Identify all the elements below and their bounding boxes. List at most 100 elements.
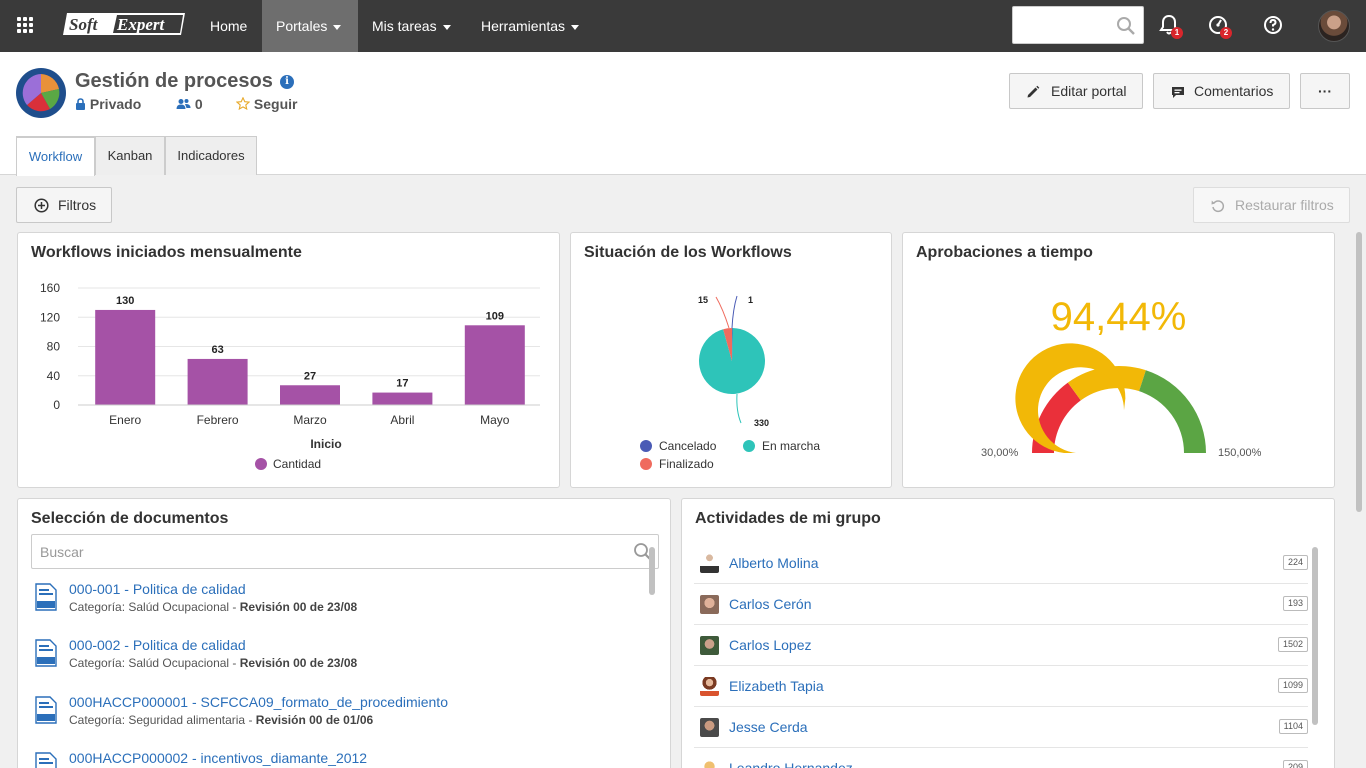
y-tick-label: 80 [47,340,61,354]
workflows-bar-chart: 160 120 80 40 0 130 Enero 63 Febrero 27 Marzo 17 Abr… [40,281,540,471]
lock-icon [76,98,85,110]
document-title[interactable]: 000-002 - Politica de calidad [69,637,246,653]
document-item: 000HACCP000001 - SCFCCA09_formato_de_pro… [33,694,623,738]
activity-user-name[interactable]: Carlos Lopez [729,637,812,653]
nav-home[interactable]: Home [196,0,261,52]
approvals-gauge [1015,343,1206,453]
document-category: Categoría: Salúd Ocupacional - [69,656,240,670]
global-search-input[interactable] [1012,6,1144,44]
pie-value-label: 330 [754,418,769,428]
document-title[interactable]: 000-001 - Politica de calidad [69,581,246,597]
gauge-value: 94,44% [1050,295,1187,339]
tasks-count-badge: 2 [1220,27,1232,39]
documents-search [31,534,659,569]
activity-row[interactable]: Carlos Cerón 193 [694,584,1308,625]
portal-header: Gestión de procesos i Privado 0 Seguir E… [0,52,1366,176]
avatar [700,554,719,573]
tab-indicadores[interactable]: Indicadores [165,136,257,175]
user-avatar[interactable] [1318,10,1350,42]
activity-count-badge: 1099 [1277,678,1308,693]
members-count[interactable]: 0 [176,96,203,112]
documents-search-input[interactable] [32,535,592,568]
filters-label: Filtros [58,197,97,213]
pie-label-line [736,393,742,424]
activity-row[interactable]: Elizabeth Tapia 1099 [694,666,1308,707]
card-title: Actividades de mi grupo [695,510,881,527]
activity-count-badge: 224 [1282,555,1308,570]
info-icon[interactable]: i [280,75,294,89]
y-tick-label: 0 [53,398,60,412]
legend-swatch [255,458,267,470]
undo-icon [1211,200,1225,213]
activity-row[interactable]: Carlos Lopez 1502 [694,625,1308,666]
gauge-band-yellow [1067,366,1146,401]
documents-scrollbar[interactable] [649,547,655,595]
activity-user-name[interactable]: Jesse Cerda [729,719,808,735]
document-item: 000-002 - Politica de calidad Categoría:… [33,637,623,681]
edit-portal-button[interactable]: Editar portal [1009,73,1143,109]
activity-row[interactable]: Alberto Molina 224 [694,543,1308,584]
follow-button[interactable]: Seguir [235,96,298,112]
visibility-label: Privado [89,96,142,112]
avatar [700,759,719,768]
activity-user-name[interactable]: Leandro Hernandez [729,760,853,768]
nav-portales[interactable]: Portales [262,0,358,52]
x-axis-title: Inicio [310,437,341,451]
avatar [700,636,719,655]
pie-slice [723,328,732,361]
nav-mis-tareas[interactable]: Mis tareas [358,0,465,52]
apps-grid-icon[interactable] [17,17,34,34]
portal-pie-logo [16,68,66,118]
help-button[interactable] [1261,13,1287,39]
legend-swatch [743,440,755,452]
tab-kanban[interactable]: Kanban [95,136,165,175]
nav-herramientas[interactable]: Herramientas [467,0,593,52]
activity-row[interactable]: Jesse Cerda 1104 [694,707,1308,748]
follow-label: Seguir [253,96,298,112]
chevron-down-icon [571,24,580,30]
activity-user-name[interactable]: Elizabeth Tapia [729,678,824,694]
tasks-button[interactable]: 2 [1206,13,1232,39]
document-title[interactable]: 000HACCP000002 - incentivos_diamante_201… [69,750,368,766]
members-icon [176,99,191,109]
activity-user-name[interactable]: Alberto Molina [729,555,819,571]
tab-workflow-label: Workflow [28,149,83,164]
help-icon [1264,16,1282,34]
bar [187,358,248,405]
nav-herramientas-label: Herramientas [481,18,566,34]
activity-row[interactable]: Leandro Hernandez 209 [694,748,1308,768]
document-meta: Categoría: Salúd Ocupacional - Revisión … [69,656,357,670]
edit-portal-label: Editar portal [1051,83,1127,99]
document-icon [35,752,57,768]
page-scrollbar[interactable] [1356,232,1362,512]
tab-workflow[interactable]: Workflow [16,136,95,176]
document-title[interactable]: 000HACCP000001 - SCFCCA09_formato_de_pro… [69,694,448,710]
members-count-label: 0 [194,96,203,112]
more-options-button[interactable]: ··· [1300,73,1350,109]
bell-icon [1159,14,1179,35]
legend-label: Finalizado [659,457,714,471]
tab-kanban-label: Kanban [107,148,153,163]
pie-slice [732,328,733,361]
group-activities-card: Actividades de mi grupo Alberto Molina 2… [681,498,1335,768]
notifications-button[interactable]: 1 [1157,13,1183,39]
document-revision: Revisión 00 de 23/08 [239,656,358,670]
document-revision: Revisión 00 de 23/08 [239,600,358,614]
gauge-icon [1209,16,1227,34]
avatar [700,677,719,696]
top-navigation-bar: Soft Expert Home Portales Mis tareas Her… [0,0,1366,52]
document-revision: Revisión 00 de 01/06 [255,713,374,727]
reset-filters-button[interactable]: Restaurar filtros [1193,187,1350,223]
pie-value-label: 15 [698,295,708,305]
card-title: Situación de los Workflows [584,244,792,261]
softexpert-logo[interactable]: Soft Expert [63,10,189,38]
activities-scrollbar[interactable] [1312,547,1318,725]
activity-count-badge: 209 [1282,760,1308,768]
gauge-min-label: 30,00% [981,447,1019,459]
star-icon [235,96,251,111]
workflows-monthly-card: Workflows iniciados mensualmente 160 120 8… [17,232,560,488]
comments-button[interactable]: Comentarios [1153,73,1290,109]
activity-user-name[interactable]: Carlos Cerón [729,596,812,612]
x-tick-label: Enero [109,413,141,427]
filters-button[interactable]: Filtros [16,187,112,223]
